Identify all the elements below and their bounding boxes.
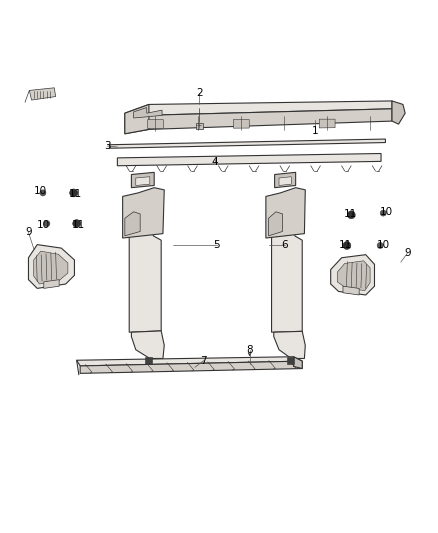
Text: 11: 11 — [69, 189, 82, 199]
Polygon shape — [274, 332, 305, 359]
Text: 2: 2 — [196, 88, 203, 99]
Polygon shape — [272, 225, 302, 332]
Text: 11: 11 — [339, 240, 352, 251]
Text: 5: 5 — [213, 240, 220, 251]
Polygon shape — [44, 280, 59, 288]
Text: 10: 10 — [34, 186, 47, 196]
Polygon shape — [287, 357, 294, 364]
Polygon shape — [125, 104, 149, 134]
Polygon shape — [131, 331, 164, 359]
Polygon shape — [80, 361, 302, 374]
Circle shape — [380, 210, 386, 216]
Circle shape — [40, 190, 46, 196]
Text: 10: 10 — [37, 220, 50, 230]
Polygon shape — [337, 261, 370, 290]
Polygon shape — [266, 188, 305, 238]
Polygon shape — [136, 177, 150, 185]
Polygon shape — [125, 101, 392, 120]
Text: 11: 11 — [344, 209, 357, 219]
Polygon shape — [28, 245, 74, 288]
Polygon shape — [134, 108, 162, 118]
Text: 10: 10 — [377, 240, 390, 251]
Polygon shape — [123, 188, 164, 238]
Polygon shape — [125, 212, 140, 236]
Polygon shape — [125, 109, 392, 134]
Polygon shape — [29, 88, 56, 100]
Text: 11: 11 — [71, 220, 85, 230]
Circle shape — [377, 243, 383, 248]
Polygon shape — [77, 357, 302, 366]
Polygon shape — [117, 154, 381, 166]
Circle shape — [44, 221, 50, 227]
Text: 10: 10 — [380, 207, 393, 217]
Polygon shape — [331, 255, 374, 295]
Polygon shape — [34, 251, 68, 284]
Polygon shape — [132, 249, 158, 328]
Polygon shape — [148, 120, 163, 128]
Circle shape — [343, 241, 351, 249]
Polygon shape — [293, 357, 302, 368]
Polygon shape — [131, 172, 154, 188]
Circle shape — [73, 220, 81, 228]
Text: 3: 3 — [104, 141, 111, 151]
Text: 7: 7 — [200, 356, 207, 366]
Polygon shape — [392, 101, 405, 124]
Polygon shape — [279, 177, 291, 185]
Polygon shape — [233, 119, 249, 128]
Polygon shape — [343, 286, 359, 295]
Text: 9: 9 — [404, 248, 411, 259]
Polygon shape — [268, 212, 283, 236]
Polygon shape — [110, 139, 385, 148]
Circle shape — [70, 189, 78, 197]
Text: 9: 9 — [25, 228, 32, 237]
Text: 1: 1 — [312, 126, 319, 136]
Polygon shape — [275, 249, 299, 328]
Polygon shape — [196, 123, 203, 128]
Text: 4: 4 — [211, 157, 218, 167]
Text: 8: 8 — [246, 345, 253, 355]
Polygon shape — [319, 119, 335, 128]
Polygon shape — [129, 225, 161, 332]
Polygon shape — [145, 357, 152, 364]
Polygon shape — [275, 172, 296, 188]
Text: 6: 6 — [281, 240, 288, 251]
Circle shape — [347, 211, 355, 219]
